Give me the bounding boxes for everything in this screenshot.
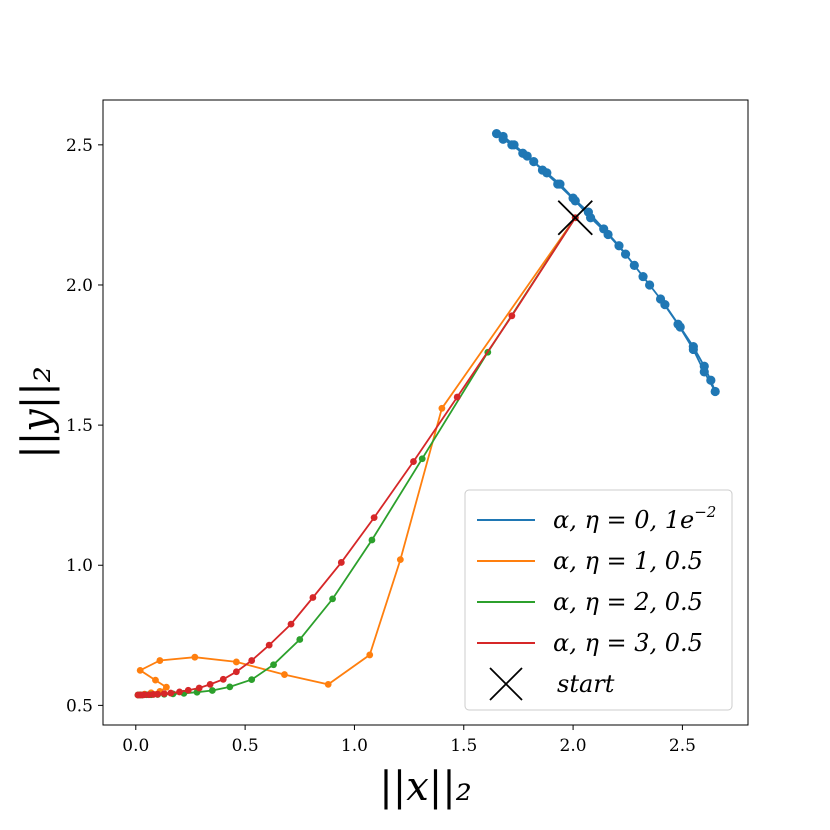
- y-tick-label: 1.5: [66, 416, 93, 436]
- data-point: [508, 312, 516, 320]
- data-point: [324, 680, 332, 688]
- data-point: [366, 651, 374, 659]
- data-point: [184, 686, 192, 694]
- legend-entry-label: α, η = 3, 0.5: [553, 629, 703, 657]
- data-point: [614, 241, 624, 251]
- data-point: [396, 556, 404, 564]
- data-point: [645, 280, 655, 290]
- data-point: [219, 675, 227, 683]
- legend-start-marker: [489, 667, 523, 701]
- data-point: [134, 691, 142, 699]
- data-point: [710, 386, 720, 397]
- data-point: [176, 688, 183, 696]
- data-point: [509, 140, 519, 150]
- data-point: [232, 668, 240, 676]
- axis-ticks: 0.0 0.5 1.0 1.5 2.0 2.5 0.5 1.0 1.5 2.0 2.5: [66, 136, 696, 756]
- data-point: [191, 653, 199, 661]
- data-point: [208, 687, 216, 694]
- data-point: [673, 319, 683, 329]
- data-point: [281, 671, 288, 678]
- data-point: [136, 666, 144, 674]
- data-point: [370, 514, 378, 522]
- data-point: [655, 294, 666, 304]
- data-point: [160, 690, 168, 698]
- axes-frame: [102, 99, 749, 726]
- data-point: [537, 165, 548, 175]
- legend-box: [464, 489, 733, 711]
- x-axis-label: ||x||₂: [379, 764, 472, 810]
- x-tick-label: 2.5: [669, 736, 696, 756]
- data-point: [156, 657, 164, 664]
- data-point: [287, 620, 295, 628]
- data-point: [529, 157, 539, 167]
- data-point: [270, 661, 277, 669]
- data-point: [337, 559, 345, 566]
- data-point: [329, 595, 336, 603]
- data-point: [688, 344, 698, 355]
- data-point: [418, 455, 426, 463]
- data-point: [195, 684, 203, 692]
- x-tick-label: 0.0: [122, 736, 149, 756]
- data-point: [585, 213, 596, 223]
- legend: α, η = 0, 1e−2 α, η = 1, 0.5 α, η = 2, 0.5…: [464, 489, 733, 711]
- data-point: [638, 271, 648, 282]
- data-point: [410, 458, 417, 465]
- data-point: [265, 641, 273, 649]
- data-point: [206, 680, 214, 688]
- y-tick-label: 2.0: [66, 276, 93, 296]
- legend-start-label: start: [557, 670, 615, 698]
- data-point: [498, 131, 508, 142]
- data-point: [167, 689, 175, 697]
- data-point: [248, 676, 256, 683]
- data-point: [152, 676, 159, 684]
- legend-entry-label: α, η = 1, 0.5: [553, 547, 703, 575]
- data-point: [629, 260, 639, 270]
- data-point: [699, 367, 709, 377]
- data-point: [706, 375, 716, 385]
- y-tick-label: 2.5: [66, 136, 93, 156]
- data-point: [232, 658, 240, 666]
- data-point: [522, 151, 532, 161]
- series-0: [491, 129, 720, 397]
- x-tick-label: 1.5: [450, 736, 477, 756]
- y-tick-label: 0.5: [66, 696, 93, 716]
- data-point: [163, 683, 170, 691]
- data-point: [438, 404, 446, 412]
- data-point: [309, 594, 317, 601]
- data-point: [226, 683, 234, 691]
- y-axis-label: ||y||₂: [14, 366, 60, 459]
- data-point: [620, 249, 631, 259]
- data-point: [296, 636, 304, 643]
- data-point: [368, 536, 376, 544]
- y-tick-label: 1.0: [66, 556, 93, 576]
- x-tick-label: 0.5: [232, 736, 259, 756]
- plot-area: [134, 129, 720, 699]
- data-point: [248, 657, 256, 664]
- x-tick-label: 1.0: [341, 736, 368, 756]
- data-point: [553, 179, 563, 189]
- data-point: [603, 229, 613, 240]
- start-marker: [557, 200, 593, 236]
- data-point: [453, 393, 461, 401]
- legend-entry-label: α, η = 0, 1e−2: [553, 503, 716, 534]
- series-3: [134, 214, 579, 699]
- legend-entry-label: α, η = 2, 0.5: [553, 588, 703, 616]
- x-tick-label: 2.0: [560, 736, 587, 756]
- data-point: [570, 196, 580, 206]
